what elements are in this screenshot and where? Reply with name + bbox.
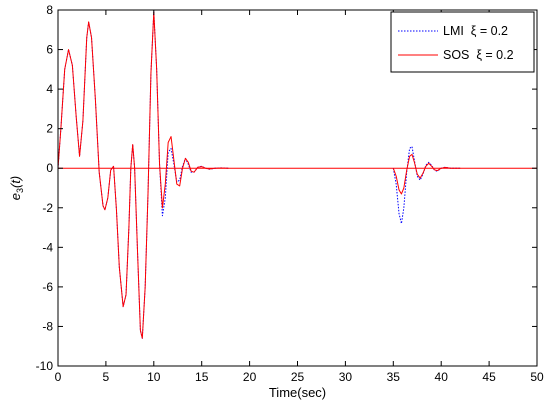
y-tick-label: -8 — [42, 319, 53, 333]
ticks-layer: 0 5 10 15 20 25 30 35 40 45 50 -10 -8 -6 -4 -2 0 2 4 6 8 — [36, 3, 544, 384]
y-axis-label-tail: (t) — [8, 176, 23, 188]
legend: LMI ξ = 0.2 SOS ξ = 0.2 — [390, 11, 535, 73]
y-tick-label: 8 — [46, 3, 53, 17]
y-axis-label-sub: 3 — [15, 188, 25, 193]
y-tick-label: 4 — [46, 82, 53, 96]
series-layer — [57, 11, 537, 339]
y-tick-label: -6 — [42, 280, 53, 294]
x-tick-label: 50 — [530, 370, 544, 384]
x-tick-label: 40 — [435, 370, 449, 384]
y-tick-label: -4 — [42, 240, 53, 254]
x-tick-label: 5 — [103, 370, 110, 384]
x-tick-label: 10 — [147, 370, 161, 384]
y-tick-label: -10 — [36, 359, 54, 373]
series-lmi-line-segment-1 — [392, 145, 461, 225]
x-axis-label: Time(sec) — [269, 385, 326, 400]
legend-label-lmi: LMI ξ = 0.2 — [443, 24, 508, 38]
y-axis-label: e3(t) — [8, 176, 25, 201]
x-tick-label: 30 — [339, 370, 353, 384]
x-tick-label: 20 — [243, 370, 257, 384]
x-tick-label: 45 — [482, 370, 496, 384]
series-sos-line-segment-1 — [392, 153, 461, 195]
x-tick-label: 35 — [387, 370, 401, 384]
y-axis-label-main: e — [8, 193, 23, 200]
legend-box — [390, 11, 535, 73]
x-tick-label: 15 — [195, 370, 209, 384]
x-tick-label: 0 — [55, 370, 62, 384]
y-tick-label: 2 — [46, 122, 53, 136]
series-sos-line-segment-0 — [57, 11, 229, 339]
x-tick-label: 25 — [291, 370, 305, 384]
legend-label-sos: SOS ξ = 0.2 — [443, 48, 514, 62]
y-tick-label: 6 — [46, 43, 53, 57]
y-tick-label: 0 — [46, 161, 53, 175]
y-tick-label: -2 — [42, 201, 53, 215]
